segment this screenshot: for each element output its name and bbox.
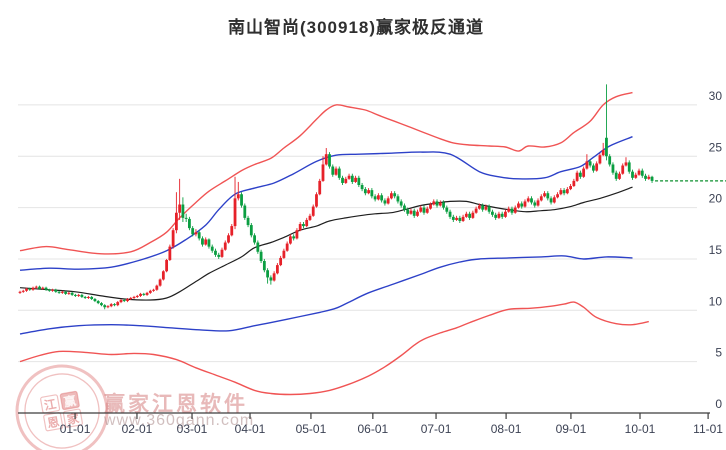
channel-line-lower-blue — [19, 255, 633, 335]
grid-lines — [18, 104, 697, 363]
svg-text:25: 25 — [709, 140, 723, 154]
watermark-brand-text: 赢家江恩软件 — [104, 393, 248, 416]
svg-text:09-01: 09-01 — [556, 422, 587, 436]
svg-text:5: 5 — [715, 346, 722, 360]
svg-text:11-01: 11-01 — [693, 422, 723, 436]
seal-outer-ring — [15, 364, 109, 450]
svg-text:10-01: 10-01 — [625, 422, 656, 436]
watermark-url-text: www.360gann.com — [104, 412, 255, 429]
seal-char: 江 — [43, 396, 57, 413]
svg-text:02-01: 02-01 — [122, 422, 153, 436]
channel-line-mid-black — [19, 186, 633, 301]
svg-text:0: 0 — [715, 397, 722, 411]
svg-text:04-01: 04-01 — [235, 422, 266, 436]
channel-line-lower-red — [19, 301, 649, 396]
svg-text:30: 30 — [709, 89, 723, 103]
seal-char: 恩 — [46, 414, 60, 431]
svg-text:10: 10 — [709, 294, 723, 308]
candles — [18, 84, 654, 310]
seal-char: 家 — [66, 410, 81, 427]
y-axis-labels: 0 5 10 15 20 25 30 — [709, 89, 723, 411]
svg-text:08-01: 08-01 — [491, 422, 522, 436]
svg-text:07-01: 07-01 — [421, 422, 452, 436]
seal-inner-ring — [24, 373, 100, 449]
svg-text:05-01: 05-01 — [296, 422, 327, 436]
svg-text:01-01: 01-01 — [60, 422, 91, 436]
chart-title: 南山智尚(300918)赢家极反通道 — [227, 18, 485, 37]
channel-line-upper-red — [19, 91, 633, 255]
svg-text:03-01: 03-01 — [177, 422, 208, 436]
svg-text:20: 20 — [709, 192, 723, 206]
svg-text:06-01: 06-01 — [357, 422, 388, 436]
seal-char: 赢 — [63, 393, 77, 410]
x-axis: 01-01 02-01 03-01 04-01 05-01 06-01 07-01 08-01… — [18, 412, 723, 436]
svg-text:15: 15 — [709, 243, 723, 257]
